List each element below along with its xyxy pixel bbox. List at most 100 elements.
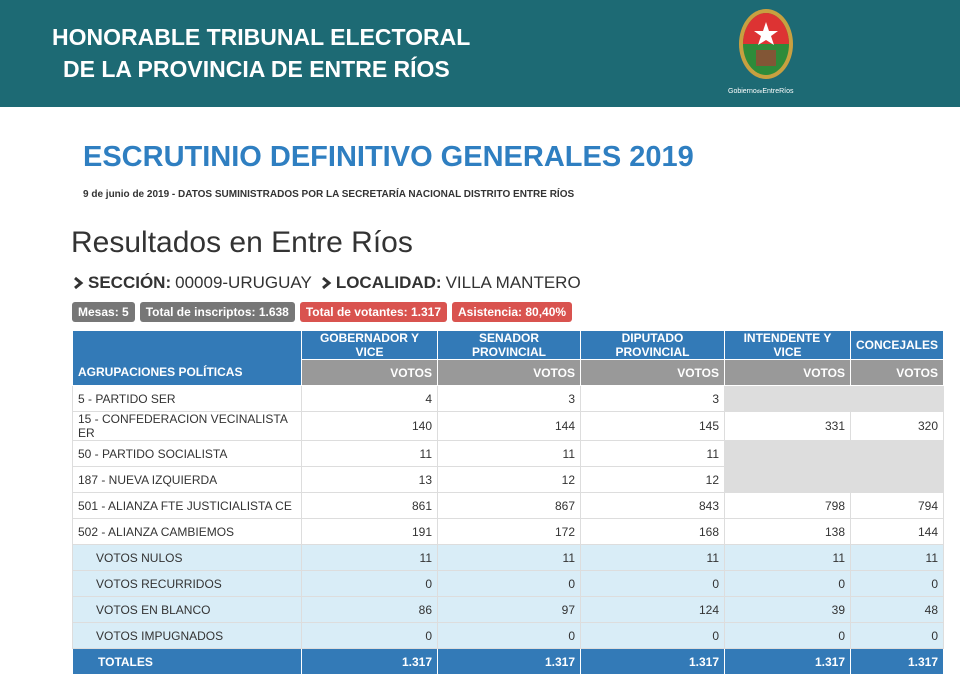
vote-cell: 144: [849, 518, 945, 545]
vote-cell: 1.317: [724, 648, 851, 675]
subheader-cell: VOTOS: [437, 359, 581, 386]
header-cell: SENADOR PROVINCIAL: [437, 330, 581, 360]
vote-cell: 320: [849, 411, 945, 441]
table-row: 501 - ALIANZA FTE JUSTICIALISTA CE 861 867…: [72, 492, 945, 519]
header-cell: CONCEJALES: [849, 330, 945, 360]
row-name: 502 - ALIANZA CAMBIEMOS: [72, 518, 302, 545]
vote-cell: 794: [849, 492, 945, 519]
subtitle: 9 de junio de 2019 - DATOS SUMINISTRADOS…: [83, 189, 575, 200]
table-row: 15 - CONFEDERACION VECINALISTA ER 140 144 1…: [72, 411, 945, 441]
vote-cell: 11: [849, 544, 945, 571]
table-row: TOTALES 1.317 1.317 1.317 1.317 1.317: [72, 648, 945, 675]
vote-cell: 138: [724, 518, 851, 545]
header-cell: AGRUPACIONES POLÍTICAS: [72, 330, 302, 386]
vote-cell: 0: [849, 622, 945, 649]
table-row: VOTOS RECURRIDOS 0 0 0 0 0: [72, 570, 945, 597]
heading: Resultados en Entre Ríos: [71, 226, 413, 259]
row-name: VOTOS EN BLANCO: [72, 596, 302, 623]
subheader-cell: VOTOS: [580, 359, 725, 386]
vote-cell: 1.317: [301, 648, 438, 675]
vote-cell: 0: [437, 570, 581, 597]
table-row: 187 - NUEVA IZQUIERDA 13 12 12: [72, 466, 945, 493]
row-name: VOTOS RECURRIDOS: [72, 570, 302, 597]
vote-cell: 145: [580, 411, 725, 441]
empty-cell: [724, 385, 851, 412]
vote-cell: 0: [437, 622, 581, 649]
header-cell: INTENDENTE Y VICE: [724, 330, 851, 360]
row-name: VOTOS NULOS: [72, 544, 302, 571]
empty-cell: [724, 466, 851, 493]
page-title: ESCRUTINIO DEFINITIVO GENERALES 2019: [83, 141, 694, 173]
vote-cell: 0: [301, 570, 438, 597]
subheader-cell: VOTOS: [301, 359, 438, 386]
subheader-cell: VOTOS: [849, 359, 945, 386]
empty-cell: [849, 466, 945, 493]
vote-cell: 0: [724, 570, 851, 597]
vote-cell: 11: [580, 544, 725, 571]
badge: Asistencia: 80,40%: [452, 302, 573, 322]
vote-cell: 0: [849, 570, 945, 597]
vote-cell: 331: [724, 411, 851, 441]
vote-cell: 0: [301, 622, 438, 649]
empty-cell: [849, 440, 945, 467]
vote-cell: 1.317: [580, 648, 725, 675]
subheader-row: VOTOS VOTOS VOTOS VOTOS VOTOS: [73, 359, 945, 386]
logo: [739, 9, 793, 79]
caption-part: EntreRíos: [762, 88, 794, 95]
vote-cell: 11: [724, 544, 851, 571]
row-name: 5 - PARTIDO SER: [72, 385, 302, 412]
locality-label: LOCALIDAD:: [335, 273, 442, 292]
header-title: DE LA PROVINCIA DE ENTRE RÍOS: [63, 56, 450, 82]
location: SECCIÓN: 00009-URUGUAY LOCALIDAD: VILLA …: [72, 273, 581, 293]
badges: Mesas: 5 Total de inscriptos: 1.638 Total …: [72, 302, 573, 322]
table-row: 502 - ALIANZA CAMBIEMOS 191 172 168 138 144: [72, 518, 945, 545]
row-name: 501 - ALIANZA FTE JUSTICIALISTA CE: [72, 492, 302, 519]
row-name: TOTALES: [72, 648, 302, 675]
vote-cell: 3: [580, 385, 725, 412]
vote-cell: 124: [580, 596, 725, 623]
vote-cell: 867: [437, 492, 581, 519]
caption-part: Gobierno: [728, 88, 757, 95]
chevron: [321, 276, 332, 290]
row-name: VOTOS IMPUGNADOS: [72, 622, 302, 649]
vote-cell: 11: [301, 544, 438, 571]
table-row: VOTOS NULOS 11 11 11 11 11: [72, 544, 945, 571]
vote-cell: 39: [724, 596, 851, 623]
header-title: HONORABLE TRIBUNAL ELECTORAL: [52, 24, 471, 50]
section-label: SECCIÓN:: [88, 273, 172, 292]
vote-cell: 168: [580, 518, 725, 545]
vote-cell: 861: [301, 492, 438, 519]
chevron: [74, 276, 84, 290]
vote-cell: 1.317: [849, 648, 945, 675]
vote-cell: 140: [301, 411, 438, 441]
vote-cell: 0: [580, 570, 725, 597]
header-row: AGRUPACIONES POLÍTICAS GOBERNADOR Y VICE S…: [72, 330, 945, 386]
header-cell: DIPUTADO PROVINCIAL: [580, 330, 725, 360]
vote-cell: 97: [437, 596, 581, 623]
vote-cell: 172: [437, 518, 581, 545]
header-bar: HONORABLE TRIBUNAL ELECTORAL DE LA PROVI…: [0, 0, 960, 107]
vote-cell: 13: [301, 466, 438, 493]
vote-cell: 11: [437, 440, 581, 467]
header-cell: GOBERNADOR Y VICE: [301, 330, 438, 360]
vote-cell: 843: [580, 492, 725, 519]
vote-cell: 4: [301, 385, 438, 412]
badge: Total de votantes: 1.317: [299, 302, 448, 322]
vote-cell: 11: [301, 440, 438, 467]
logo-caption: GobiernodeEntreRíos: [728, 88, 793, 95]
locality: VILLA MANTERO: [445, 273, 581, 292]
badge: Mesas: 5: [72, 302, 135, 322]
table-row: 50 - PARTIDO SOCIALISTA 11 11 11: [72, 440, 945, 467]
vote-cell: 1.317: [437, 648, 581, 675]
vote-cell: 86: [301, 596, 438, 623]
empty-cell: [724, 440, 851, 467]
vote-cell: 3: [437, 385, 581, 412]
vote-cell: 11: [437, 544, 581, 571]
table-row: VOTOS IMPUGNADOS 0 0 0 0 0: [72, 622, 945, 649]
vote-cell: 12: [580, 466, 725, 493]
vote-cell: 11: [580, 440, 725, 467]
vote-cell: 191: [301, 518, 438, 545]
row-name: 15 - CONFEDERACION VECINALISTA ER: [72, 411, 302, 441]
row-name: 187 - NUEVA IZQUIERDA: [72, 466, 302, 493]
